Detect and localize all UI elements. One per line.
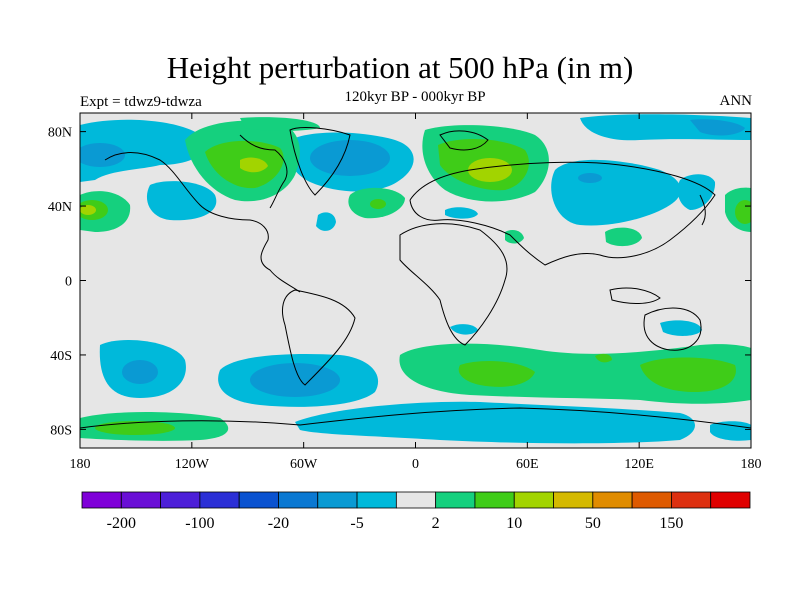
colorbar-swatch (199, 491, 240, 509)
colorbar-label: 2 (432, 515, 440, 532)
colorbar-swatch (81, 491, 122, 509)
colorbar-swatch (160, 491, 201, 509)
map-panel (80, 113, 751, 448)
coastline-greenland (289, 127, 351, 196)
coastlines (80, 127, 751, 429)
season-label: ANN (719, 93, 753, 109)
lon-tick-label: 120W (175, 457, 210, 472)
coastline-antarctica (80, 407, 751, 429)
colorbar-swatch (474, 491, 515, 509)
colorbar-label: 10 (506, 515, 522, 532)
anomaly-region-neg-japan (677, 174, 716, 210)
colorbar-swatch (395, 491, 437, 509)
anomaly-region-neg-australia (660, 320, 702, 336)
plot-subtitle: 120kyr BP - 000kyr BP (344, 89, 486, 105)
coastline-japan (699, 194, 706, 226)
colorbar-swatch (592, 491, 633, 509)
anomaly-region-neg-npacific (146, 181, 217, 221)
lat-tick-label: 80S (50, 423, 72, 438)
anomaly-core-pos-south-indian (640, 357, 736, 392)
anomaly-core-pos-south-atlantic (458, 360, 535, 387)
lat-tick-label: 40N (48, 200, 72, 215)
anomaly-peak-pos-wpacific-left (80, 205, 96, 215)
colorbar-label: 150 (659, 515, 683, 532)
lat-axis: 80N 40N 0 40S 80S (48, 126, 751, 438)
anomaly-core-neg-santarctic (250, 363, 340, 397)
plot-title: Height perturbation at 500 hPa (in m) (166, 50, 634, 85)
anomaly-region-neg-atlantic (316, 212, 336, 231)
colorbar-swatch (631, 491, 672, 509)
experiment-label: Expt = tdwz9-tdwza (80, 94, 202, 110)
coastline-north-america (104, 152, 301, 293)
coastline-indonesia (609, 287, 661, 304)
coastline-eurasia (409, 161, 716, 266)
anomaly-core-neg-greenland (310, 140, 390, 176)
coastline-hudson-bay (239, 134, 288, 209)
lat-tick-label: 0 (65, 275, 72, 290)
anomaly-core-pos-wpacific-right (735, 200, 751, 224)
anomaly-region-pos-arabia (505, 230, 524, 244)
colorbar-swatch (317, 491, 358, 509)
coastline-africa (399, 223, 508, 346)
anomaly-core-neg (80, 143, 125, 167)
lon-tick-label: 60E (516, 457, 539, 472)
anomaly-peak-pos-canada (240, 157, 268, 173)
positive-anomaly-regions (80, 117, 751, 441)
colorbar-swatch (120, 491, 161, 509)
anomaly-core-pos-natlantic (370, 199, 386, 209)
colorbar-label: -100 (185, 515, 214, 532)
colorbar: -200 -100 -20 -5 2 10 50 150 (81, 491, 751, 532)
lat-tick-label: 40S (50, 349, 72, 364)
anomaly-peak-pos-eurasia (468, 158, 512, 182)
anomaly-region-neg-antarctica (295, 401, 695, 444)
colorbar-swatch (278, 491, 319, 509)
anomaly-region-pos-southern-ocean (399, 343, 751, 404)
anomaly-core-neg-arctic (690, 119, 745, 136)
lon-axis: 180 120W 60W 0 60E 120E 180 (70, 113, 762, 472)
colorbar-swatch (513, 491, 554, 509)
colorbar-swatch (671, 491, 712, 509)
coastline-scandinavia (439, 130, 489, 151)
colorbar-label: -5 (350, 515, 363, 532)
coastline-australia (643, 307, 702, 351)
lon-tick-label: 180 (70, 457, 91, 472)
anomaly-region-neg-safrica (450, 324, 478, 335)
colorbar-swatch (553, 491, 594, 509)
colorbar-swatch (356, 491, 397, 509)
lat-tick-label: 80N (48, 126, 72, 141)
anomaly-core-neg-asia (578, 173, 602, 183)
coastline-south-america (282, 289, 356, 386)
colorbar-swatch (238, 491, 279, 509)
lon-tick-label: 120E (624, 457, 654, 472)
negative-anomaly-regions (80, 114, 751, 444)
lon-tick-label: 60W (290, 457, 318, 472)
anomaly-region-pos-china (605, 227, 642, 247)
anomaly-region-neg-med (445, 207, 478, 219)
anomaly-dot-pos (595, 353, 612, 363)
colorbar-label: -20 (268, 515, 289, 532)
lon-tick-label: 0 (412, 457, 419, 472)
colorbar-label: -200 (107, 515, 136, 532)
lon-tick-label: 180 (741, 457, 762, 472)
colorbar-swatch (435, 491, 476, 509)
anomaly-region-neg-npacific-arctic (80, 119, 206, 182)
colorbar-label: 50 (585, 515, 601, 532)
colorbar-swatch (710, 491, 751, 509)
anomaly-core-neg-spacific (122, 360, 158, 384)
